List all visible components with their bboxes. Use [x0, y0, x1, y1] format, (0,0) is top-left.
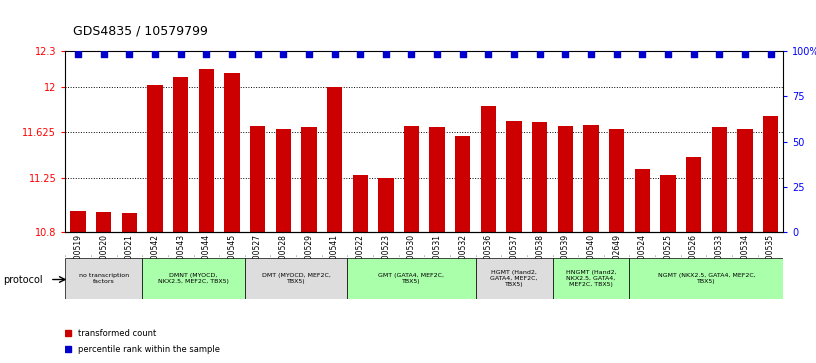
Bar — [763, 116, 778, 232]
Bar — [429, 127, 445, 232]
Point — [431, 52, 444, 57]
FancyBboxPatch shape — [348, 258, 476, 299]
FancyBboxPatch shape — [476, 258, 552, 299]
Bar — [583, 125, 599, 232]
Text: HGMT (Hand2,
GATA4, MEF2C,
TBX5): HGMT (Hand2, GATA4, MEF2C, TBX5) — [490, 270, 538, 287]
Point — [405, 52, 418, 57]
Point — [584, 52, 597, 57]
Bar — [737, 129, 752, 232]
Bar — [250, 126, 265, 232]
Point — [687, 52, 700, 57]
FancyBboxPatch shape — [245, 258, 348, 299]
Point — [610, 52, 623, 57]
Point — [123, 52, 136, 57]
Bar — [276, 130, 291, 232]
Bar — [378, 178, 393, 232]
Point — [174, 52, 187, 57]
Point — [225, 52, 238, 57]
Point — [328, 52, 341, 57]
Point — [303, 52, 316, 57]
Text: protocol: protocol — [3, 274, 43, 285]
Bar — [712, 127, 727, 232]
Bar — [122, 213, 137, 232]
Bar — [481, 106, 496, 232]
FancyBboxPatch shape — [552, 258, 629, 299]
Point — [738, 52, 752, 57]
Text: percentile rank within the sample: percentile rank within the sample — [78, 345, 220, 354]
Point — [149, 52, 162, 57]
Point — [662, 52, 675, 57]
Bar — [686, 157, 701, 232]
Text: transformed count: transformed count — [78, 329, 156, 338]
Point — [277, 52, 290, 57]
Text: GMT (GATA4, MEF2C,
TBX5): GMT (GATA4, MEF2C, TBX5) — [379, 273, 445, 284]
Bar — [301, 127, 317, 232]
Text: no transcription
factors: no transcription factors — [78, 273, 129, 284]
Point — [97, 52, 110, 57]
Bar — [327, 87, 342, 232]
Bar — [198, 69, 214, 232]
Point — [764, 52, 777, 57]
Text: GDS4835 / 10579799: GDS4835 / 10579799 — [73, 24, 208, 37]
Bar — [96, 212, 112, 232]
Text: NGMT (NKX2.5, GATA4, MEF2C,
TBX5): NGMT (NKX2.5, GATA4, MEF2C, TBX5) — [658, 273, 756, 284]
Bar — [353, 175, 368, 232]
Bar — [609, 129, 624, 232]
Bar — [532, 122, 548, 232]
FancyBboxPatch shape — [65, 258, 142, 299]
Bar — [635, 170, 650, 232]
Point — [72, 52, 85, 57]
Point — [559, 52, 572, 57]
Bar — [70, 211, 86, 232]
Bar — [148, 85, 162, 232]
Bar — [173, 77, 188, 232]
Point — [379, 52, 392, 57]
Point — [712, 52, 725, 57]
Point — [353, 52, 366, 57]
Point — [482, 52, 495, 57]
FancyBboxPatch shape — [629, 258, 783, 299]
Point — [508, 52, 521, 57]
Bar — [455, 136, 471, 232]
Bar — [404, 126, 419, 232]
Text: HNGMT (Hand2,
NKX2.5, GATA4,
MEF2C, TBX5): HNGMT (Hand2, NKX2.5, GATA4, MEF2C, TBX5… — [565, 270, 616, 287]
Bar — [507, 121, 521, 232]
Point — [456, 52, 469, 57]
Point — [200, 52, 213, 57]
Point — [636, 52, 649, 57]
Point — [251, 52, 264, 57]
Point — [533, 52, 546, 57]
FancyBboxPatch shape — [142, 258, 245, 299]
Text: DMT (MYOCD, MEF2C,
TBX5): DMT (MYOCD, MEF2C, TBX5) — [262, 273, 330, 284]
Bar — [224, 73, 240, 232]
Bar — [660, 175, 676, 232]
Bar — [557, 126, 573, 232]
Text: DMNT (MYOCD,
NKX2.5, MEF2C, TBX5): DMNT (MYOCD, NKX2.5, MEF2C, TBX5) — [158, 273, 229, 284]
